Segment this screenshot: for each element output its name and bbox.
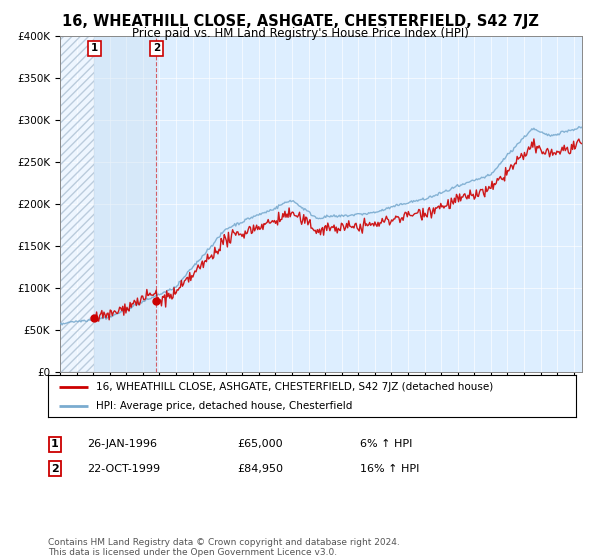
Text: £84,950: £84,950	[237, 464, 283, 474]
Text: 22-OCT-1999: 22-OCT-1999	[87, 464, 160, 474]
Text: HPI: Average price, detached house, Chesterfield: HPI: Average price, detached house, Ches…	[95, 401, 352, 411]
Text: 16% ↑ HPI: 16% ↑ HPI	[360, 464, 419, 474]
Text: Contains HM Land Registry data © Crown copyright and database right 2024.
This d: Contains HM Land Registry data © Crown c…	[48, 538, 400, 557]
Text: 26-JAN-1996: 26-JAN-1996	[87, 439, 157, 449]
Text: Price paid vs. HM Land Registry's House Price Index (HPI): Price paid vs. HM Land Registry's House …	[131, 27, 469, 40]
Text: 1: 1	[91, 43, 98, 53]
Text: 16, WHEATHILL CLOSE, ASHGATE, CHESTERFIELD, S42 7JZ (detached house): 16, WHEATHILL CLOSE, ASHGATE, CHESTERFIE…	[95, 381, 493, 391]
Text: £65,000: £65,000	[237, 439, 283, 449]
Text: 6% ↑ HPI: 6% ↑ HPI	[360, 439, 412, 449]
Text: 2: 2	[51, 464, 59, 474]
Text: 2: 2	[152, 43, 160, 53]
Text: 16, WHEATHILL CLOSE, ASHGATE, CHESTERFIELD, S42 7JZ: 16, WHEATHILL CLOSE, ASHGATE, CHESTERFIE…	[62, 14, 538, 29]
Text: 1: 1	[51, 439, 59, 449]
